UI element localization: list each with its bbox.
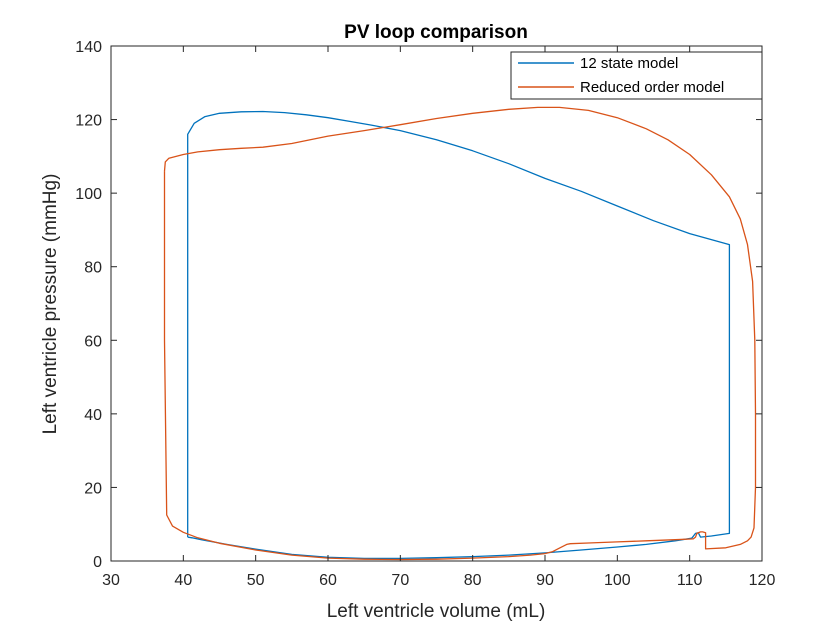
x-tick-label: 60 (319, 572, 337, 589)
y-tick-label: 60 (84, 333, 102, 350)
legend-label-reduced-order-model: Reduced order model (580, 79, 724, 96)
x-tick-label: 110 (677, 572, 703, 589)
y-tick-label: 140 (75, 39, 102, 56)
y-tick-label: 100 (75, 186, 102, 203)
y-tick-label: 120 (75, 113, 102, 130)
x-tick-label: 50 (247, 572, 265, 589)
x-tick-label: 70 (391, 572, 409, 589)
x-tick-label: 90 (536, 572, 554, 589)
y-axis-label: Left ventricle pressure (mmHg) (40, 174, 61, 435)
y-tick-label: 80 (84, 260, 102, 277)
x-tick-label: 120 (749, 572, 776, 589)
axes-box (110, 45, 763, 562)
x-tick-label: 40 (174, 572, 192, 589)
x-tick-label: 100 (604, 572, 631, 589)
y-tick-label: 40 (84, 407, 102, 424)
x-tick-label: 30 (102, 572, 120, 589)
plot-area (111, 46, 762, 561)
legend: 12 state model Reduced order model (510, 51, 763, 100)
y-tick-label: 0 (93, 554, 102, 571)
legend-label-12-state-model: 12 state model (580, 55, 678, 72)
x-tick-label: 80 (464, 572, 482, 589)
y-tick-label: 20 (84, 480, 102, 497)
series-line-12-state-model (187, 110, 731, 560)
ticks-layer: 30 40 50 60 70 80 90 100 110 120 0 20 40 60 80 100 120 14… (75, 39, 775, 589)
chart-title: PV loop comparison (344, 22, 528, 43)
legend-box (510, 51, 763, 100)
x-axis-label: Left ventricle volume (mL) (327, 601, 546, 622)
